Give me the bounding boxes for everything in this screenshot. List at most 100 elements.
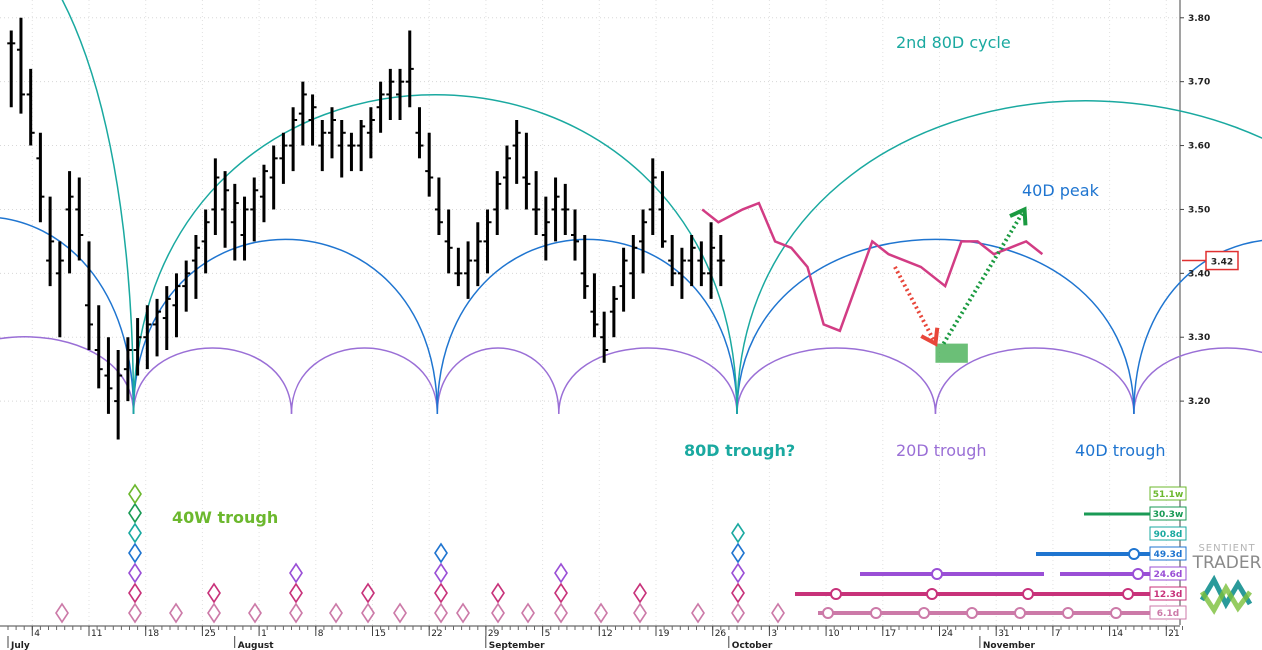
x-tick-label: 21: [1168, 629, 1179, 639]
ohlc-bar: [191, 235, 200, 299]
phase-marker: [822, 607, 834, 619]
phase-marker: [931, 568, 943, 580]
ohlc-bar: [522, 132, 531, 210]
month-label: October: [732, 641, 773, 650]
phase-marker: [926, 588, 938, 600]
cycle-diamond: [456, 602, 470, 624]
arrow-down-shaft: [893, 266, 938, 345]
wave-20d: [1133, 347, 1262, 414]
price-bars: [7, 17, 725, 440]
ohlc-bar: [318, 120, 327, 172]
cycle-diamond: [434, 562, 448, 584]
ohlc-bar: [85, 241, 93, 350]
ohlc-bar: [366, 107, 375, 159]
cycle-diamond: [207, 602, 221, 624]
last-price-label: 3.42: [1211, 258, 1233, 268]
ohlc-bar: [104, 337, 113, 414]
label-2nd-80d-cycle: 2nd 80D cycle: [896, 33, 1011, 52]
cycle-diamond: [633, 602, 647, 624]
cycle-diamond: [361, 582, 375, 604]
ohlc-bar: [123, 337, 132, 402]
y-tick-label: 3.80: [1188, 14, 1210, 24]
ohlc-bar: [172, 273, 181, 338]
ohlc-bar: [298, 81, 307, 146]
cycle-diamonds: [55, 483, 785, 624]
ohlc-bar: [94, 305, 103, 389]
ohlc-bar: [143, 305, 152, 370]
ohlc-bar: [36, 132, 45, 223]
cycle-diamond: [434, 602, 448, 624]
cycle-diamond: [55, 602, 69, 624]
cycle-diamond: [691, 602, 705, 624]
cycle-diamond: [491, 582, 505, 604]
period-12.3d: 12.3d: [1149, 586, 1187, 601]
time-axis: 4 11 18 25 1 8 15 22 29 5 12 19 26 3 10 17 24 31 7 14 21July…: [0, 625, 1183, 650]
period-label: 90.8d: [1154, 530, 1183, 540]
ohlc-bar: [532, 171, 541, 235]
ohlc-bar: [619, 247, 628, 312]
ohlc-bar: [328, 107, 336, 159]
ohlc-bar: [230, 183, 239, 261]
ohlc-bar: [182, 260, 191, 312]
ohlc-bar: [648, 158, 657, 235]
y-tick-label: 3.40: [1188, 269, 1210, 279]
ohlc-bar: [571, 209, 579, 261]
ohlc-bar: [396, 68, 405, 120]
annotations: 2nd 80D cycle 40D peak 80D trough? 20D trou…: [172, 33, 1166, 527]
phase-marker: [1132, 568, 1144, 580]
wave-20d: [736, 347, 937, 414]
forecast-line: [701, 201, 1044, 333]
x-tick-label: 12: [601, 629, 612, 639]
x-tick-label: 26: [715, 629, 727, 639]
y-tick-label: 3.50: [1188, 205, 1210, 215]
ohlc-bar: [434, 177, 443, 235]
cycle-diamond: [393, 602, 407, 624]
ohlc-bar: [26, 68, 35, 146]
cycle-diamond: [434, 582, 448, 604]
price-axis: 3.20 3.30 3.40 3.50 3.60 3.70 3.80 3.42: [1180, 14, 1239, 407]
x-tick-label: 15: [375, 629, 386, 639]
x-tick-label: 14: [1112, 629, 1124, 639]
phase-marker: [870, 607, 882, 619]
cycle-diamond: [521, 602, 535, 624]
x-tick-label: 18: [148, 629, 160, 639]
ohlc-bar: [697, 241, 706, 287]
wave-80d: [736, 100, 1262, 414]
ohlc-bar: [114, 350, 123, 440]
period-label: 12.3d: [1154, 590, 1183, 600]
wave-40d: [132, 238, 439, 414]
cycle-diamond: [731, 562, 745, 584]
cycle-diamond: [361, 602, 375, 624]
ohlc-bar: [259, 164, 268, 223]
wave-80d: [61, 0, 135, 414]
arrow-up: [941, 206, 1028, 345]
ohlc-bar: [337, 120, 346, 178]
period-label: 49.3d: [1154, 550, 1183, 560]
x-tick-label: 4: [34, 629, 40, 639]
cycle-diamond: [128, 502, 142, 524]
ohlc-bar: [658, 171, 667, 248]
cycle-diamond: [128, 582, 142, 604]
ohlc-bar: [279, 132, 288, 184]
period-6.1d: 6.1d: [1149, 605, 1187, 620]
ohlc-bar: [541, 196, 550, 261]
ohlc-bar: [639, 209, 648, 274]
ohlc-bar: [629, 235, 638, 299]
period-90.8d: 90.8d: [1149, 526, 1187, 541]
wave-80d: [132, 94, 738, 414]
cycle-diamond: [289, 582, 303, 604]
wave-20d: [290, 347, 439, 414]
period-30.3w: 30.3w: [1149, 506, 1187, 521]
ohlc-bar: [211, 158, 220, 235]
logo-wave-1: [1199, 574, 1253, 610]
x-tick-label: 11: [91, 629, 102, 639]
ohlc-bar: [464, 241, 473, 299]
month-label: November: [983, 641, 1036, 650]
ohlc-bar: [133, 318, 142, 376]
label-40w-trough: 40W trough: [172, 508, 278, 527]
ohlc-bar: [425, 132, 434, 197]
period-24.6d: 24.6d: [1149, 566, 1187, 581]
forecast-path: [701, 201, 1044, 333]
